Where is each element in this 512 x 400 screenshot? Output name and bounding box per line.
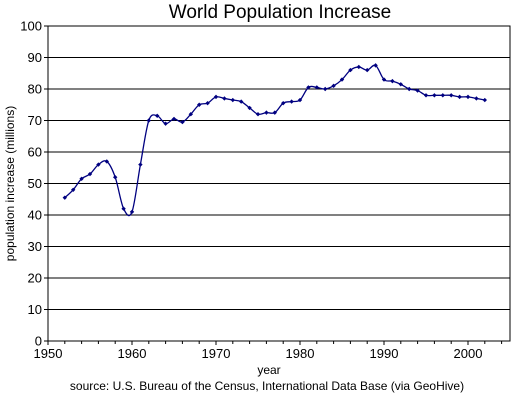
- data-point: [482, 97, 487, 103]
- data-point: [390, 78, 395, 84]
- data-point: [104, 159, 109, 164]
- y-tick-label: 50: [28, 176, 42, 191]
- data-point: [138, 162, 143, 167]
- data-point: [465, 94, 471, 100]
- data-point: [407, 86, 412, 92]
- data-point: [339, 77, 345, 82]
- data-point: [323, 86, 328, 92]
- data-point: [62, 195, 67, 200]
- y-tick-label: 70: [28, 113, 42, 128]
- y-tick-label: 30: [28, 239, 42, 254]
- data-point: [331, 83, 336, 89]
- data-point: [381, 77, 387, 82]
- data-point: [239, 99, 244, 104]
- data-point: [449, 93, 454, 98]
- data-point: [255, 112, 261, 117]
- data-point: [163, 121, 168, 126]
- data-point: [297, 97, 303, 103]
- data-point: [71, 187, 76, 192]
- data-point: [197, 102, 202, 107]
- data-point: [188, 112, 193, 117]
- data-point: [272, 110, 277, 115]
- y-tick-label: 100: [20, 19, 42, 34]
- chart-title: World Population Increase: [169, 2, 392, 23]
- x-axis-ticks: 1950 1960 1970 1980 1990 2000: [34, 341, 503, 361]
- data-point: [432, 93, 437, 98]
- data-point: [264, 110, 269, 115]
- data-point: [230, 97, 235, 103]
- y-tick-label: 90: [28, 50, 42, 65]
- data-point: [281, 100, 286, 106]
- data-point: [365, 67, 370, 73]
- data-point: [306, 85, 311, 90]
- data-point: [79, 176, 84, 181]
- data-point: [289, 99, 294, 104]
- series-line: [64, 64, 485, 217]
- data-point: [356, 64, 361, 70]
- source-note: source: U.S. Bureau of the Census, Inter…: [70, 379, 464, 393]
- data-point: [171, 116, 177, 122]
- data-point: [213, 94, 219, 100]
- y-tick-label: 20: [28, 271, 42, 286]
- y-axis-label: population increase (millions): [3, 106, 17, 261]
- data-point: [247, 105, 252, 111]
- data-point: [415, 88, 420, 93]
- data-point: [373, 63, 378, 68]
- y-tick-label: 60: [28, 145, 42, 160]
- data-point: [222, 96, 227, 101]
- x-tick-label: 1990: [370, 346, 399, 361]
- y-axis-ticks: 0 10 20 30 40 50 60 70 80 90 100: [20, 19, 48, 349]
- x-tick-label: 1960: [118, 346, 147, 361]
- data-point: [398, 82, 403, 87]
- data-point: [348, 67, 353, 73]
- x-tick-label: 1950: [34, 346, 63, 361]
- data-point: [474, 96, 479, 101]
- data-point: [205, 100, 210, 106]
- data-point: [121, 206, 126, 211]
- data-point: [180, 119, 185, 125]
- data-point: [314, 85, 319, 90]
- x-axis-label: year: [257, 363, 280, 377]
- y-tick-label: 10: [28, 302, 42, 317]
- data-point: [129, 209, 135, 215]
- data-point: [96, 162, 101, 167]
- data-point: [155, 113, 160, 118]
- x-tick-label: 2000: [454, 346, 483, 361]
- data-point: [146, 118, 151, 123]
- data-point: [457, 94, 462, 100]
- y-tick-label: 80: [28, 82, 42, 97]
- y-tick-label: 40: [28, 208, 42, 223]
- data-point: [113, 175, 118, 180]
- data-point: [87, 171, 93, 177]
- data-series: [62, 63, 487, 217]
- y-tick-label: 0: [35, 334, 42, 349]
- x-tick-label: 1970: [202, 346, 231, 361]
- x-tick-label: 1980: [286, 346, 315, 361]
- data-point: [440, 93, 445, 98]
- data-point: [423, 93, 429, 98]
